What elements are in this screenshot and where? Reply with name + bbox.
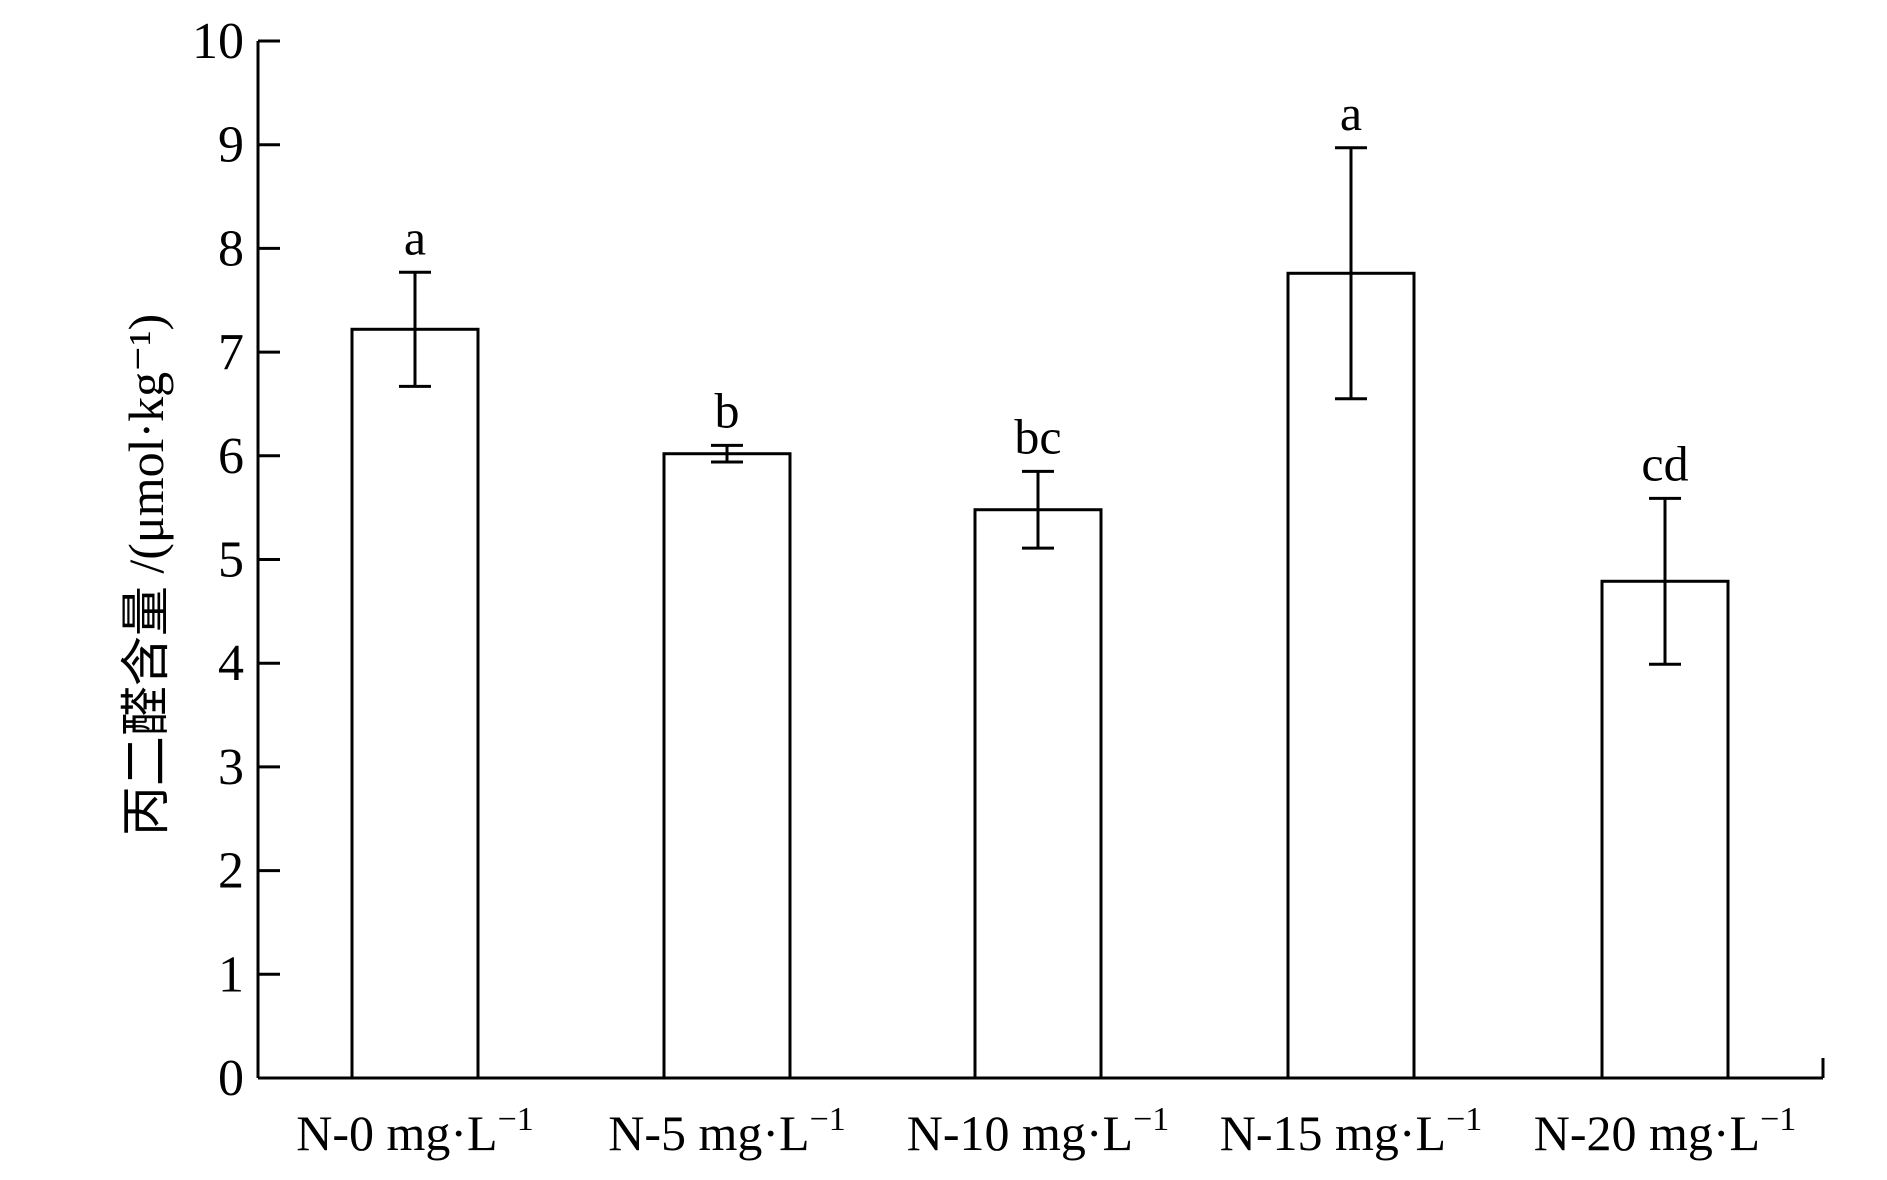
plot-area: 0 1 2 3 4 5 6 7 8 9 10 a N-0 mg·L−1 b N-5 mg·L−1 bc N-10…	[192, 13, 1825, 1161]
bar	[973, 508, 1103, 1080]
y-tick-label: 2	[218, 843, 244, 900]
y-tick-label: 7	[218, 324, 244, 381]
x-tick-label: N-20 mg·L−1	[1534, 1101, 1797, 1161]
bar	[1286, 271, 1416, 1080]
bar	[350, 327, 480, 1080]
y-tick-label: 5	[218, 532, 244, 589]
y-tick-label: 4	[218, 635, 244, 692]
x-tick-label: N-10 mg·L−1	[907, 1101, 1170, 1161]
y-tick-label: 3	[218, 739, 244, 796]
x-tick-label: N-0 mg·L−1	[296, 1101, 534, 1161]
significance-label: bc	[1014, 408, 1061, 464]
y-tick-label: 0	[218, 1050, 244, 1107]
x-tick-label: N-15 mg·L−1	[1220, 1101, 1483, 1161]
significance-label: a	[404, 209, 426, 265]
y-tick-label: 8	[218, 220, 244, 277]
bar	[662, 452, 792, 1080]
y-tick-label: 6	[218, 428, 244, 485]
significance-label: b	[715, 382, 740, 438]
x-tick-label: N-5 mg·L−1	[608, 1101, 846, 1161]
y-axis-title: 丙二醛含量 /(μmol·kg⁻¹)	[118, 314, 174, 836]
y-tick-label: 9	[218, 117, 244, 174]
significance-label: cd	[1641, 435, 1688, 491]
y-tick-label: 10	[192, 13, 244, 70]
y-axis-label: 丙二醛含量 /(μmol·kg⁻¹)	[118, 314, 174, 836]
y-tick-label: 1	[218, 946, 244, 1003]
significance-label: a	[1340, 85, 1362, 141]
